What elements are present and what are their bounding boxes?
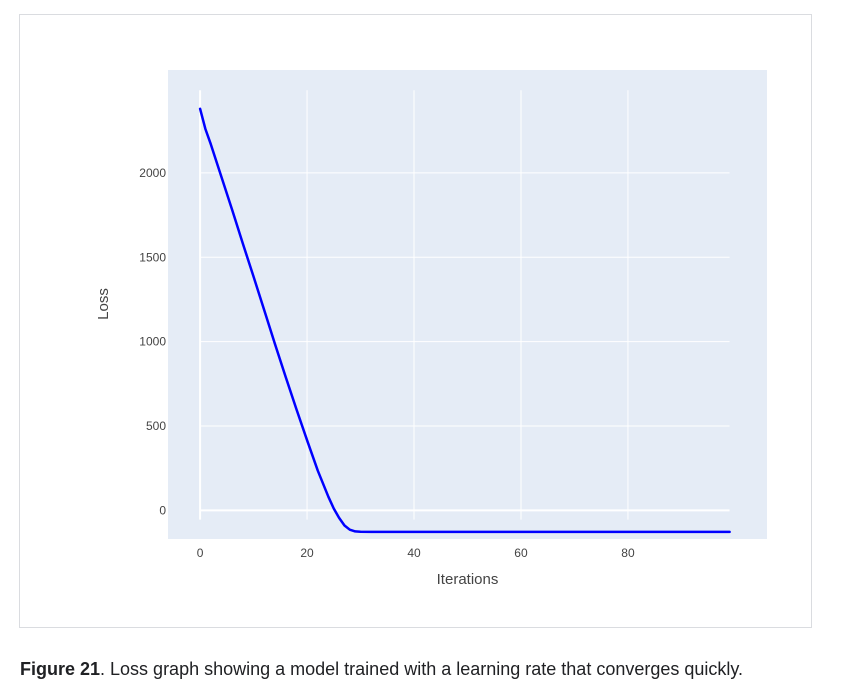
- y-tick-label: 2000: [139, 166, 166, 180]
- y-tick-label: 1500: [139, 250, 166, 264]
- loss-line: [198, 107, 731, 534]
- figure-caption-text: . Loss graph showing a model trained wit…: [100, 659, 744, 679]
- y-axis-title: Loss: [95, 288, 112, 320]
- x-tick-label: 20: [300, 546, 314, 560]
- grid-lines: [199, 90, 730, 520]
- x-tick-label: 0: [197, 546, 204, 560]
- figure-caption: Figure 21. Loss graph showing a model tr…: [20, 659, 743, 680]
- x-tick-label: 80: [621, 546, 635, 560]
- tick-labels: 0 20 40 60 80 0 500 1000 1500 2000: [139, 166, 635, 560]
- y-tick-label: 1000: [139, 335, 166, 349]
- x-tick-label: 40: [407, 546, 421, 560]
- series-lines: [198, 107, 731, 534]
- x-tick-label: 60: [514, 546, 528, 560]
- x-axis-title: Iterations: [437, 571, 499, 588]
- y-tick-label: 500: [146, 419, 166, 433]
- plot-area: [168, 70, 767, 539]
- y-tick-label: 0: [159, 503, 166, 517]
- figure-label: Figure 21: [20, 659, 101, 679]
